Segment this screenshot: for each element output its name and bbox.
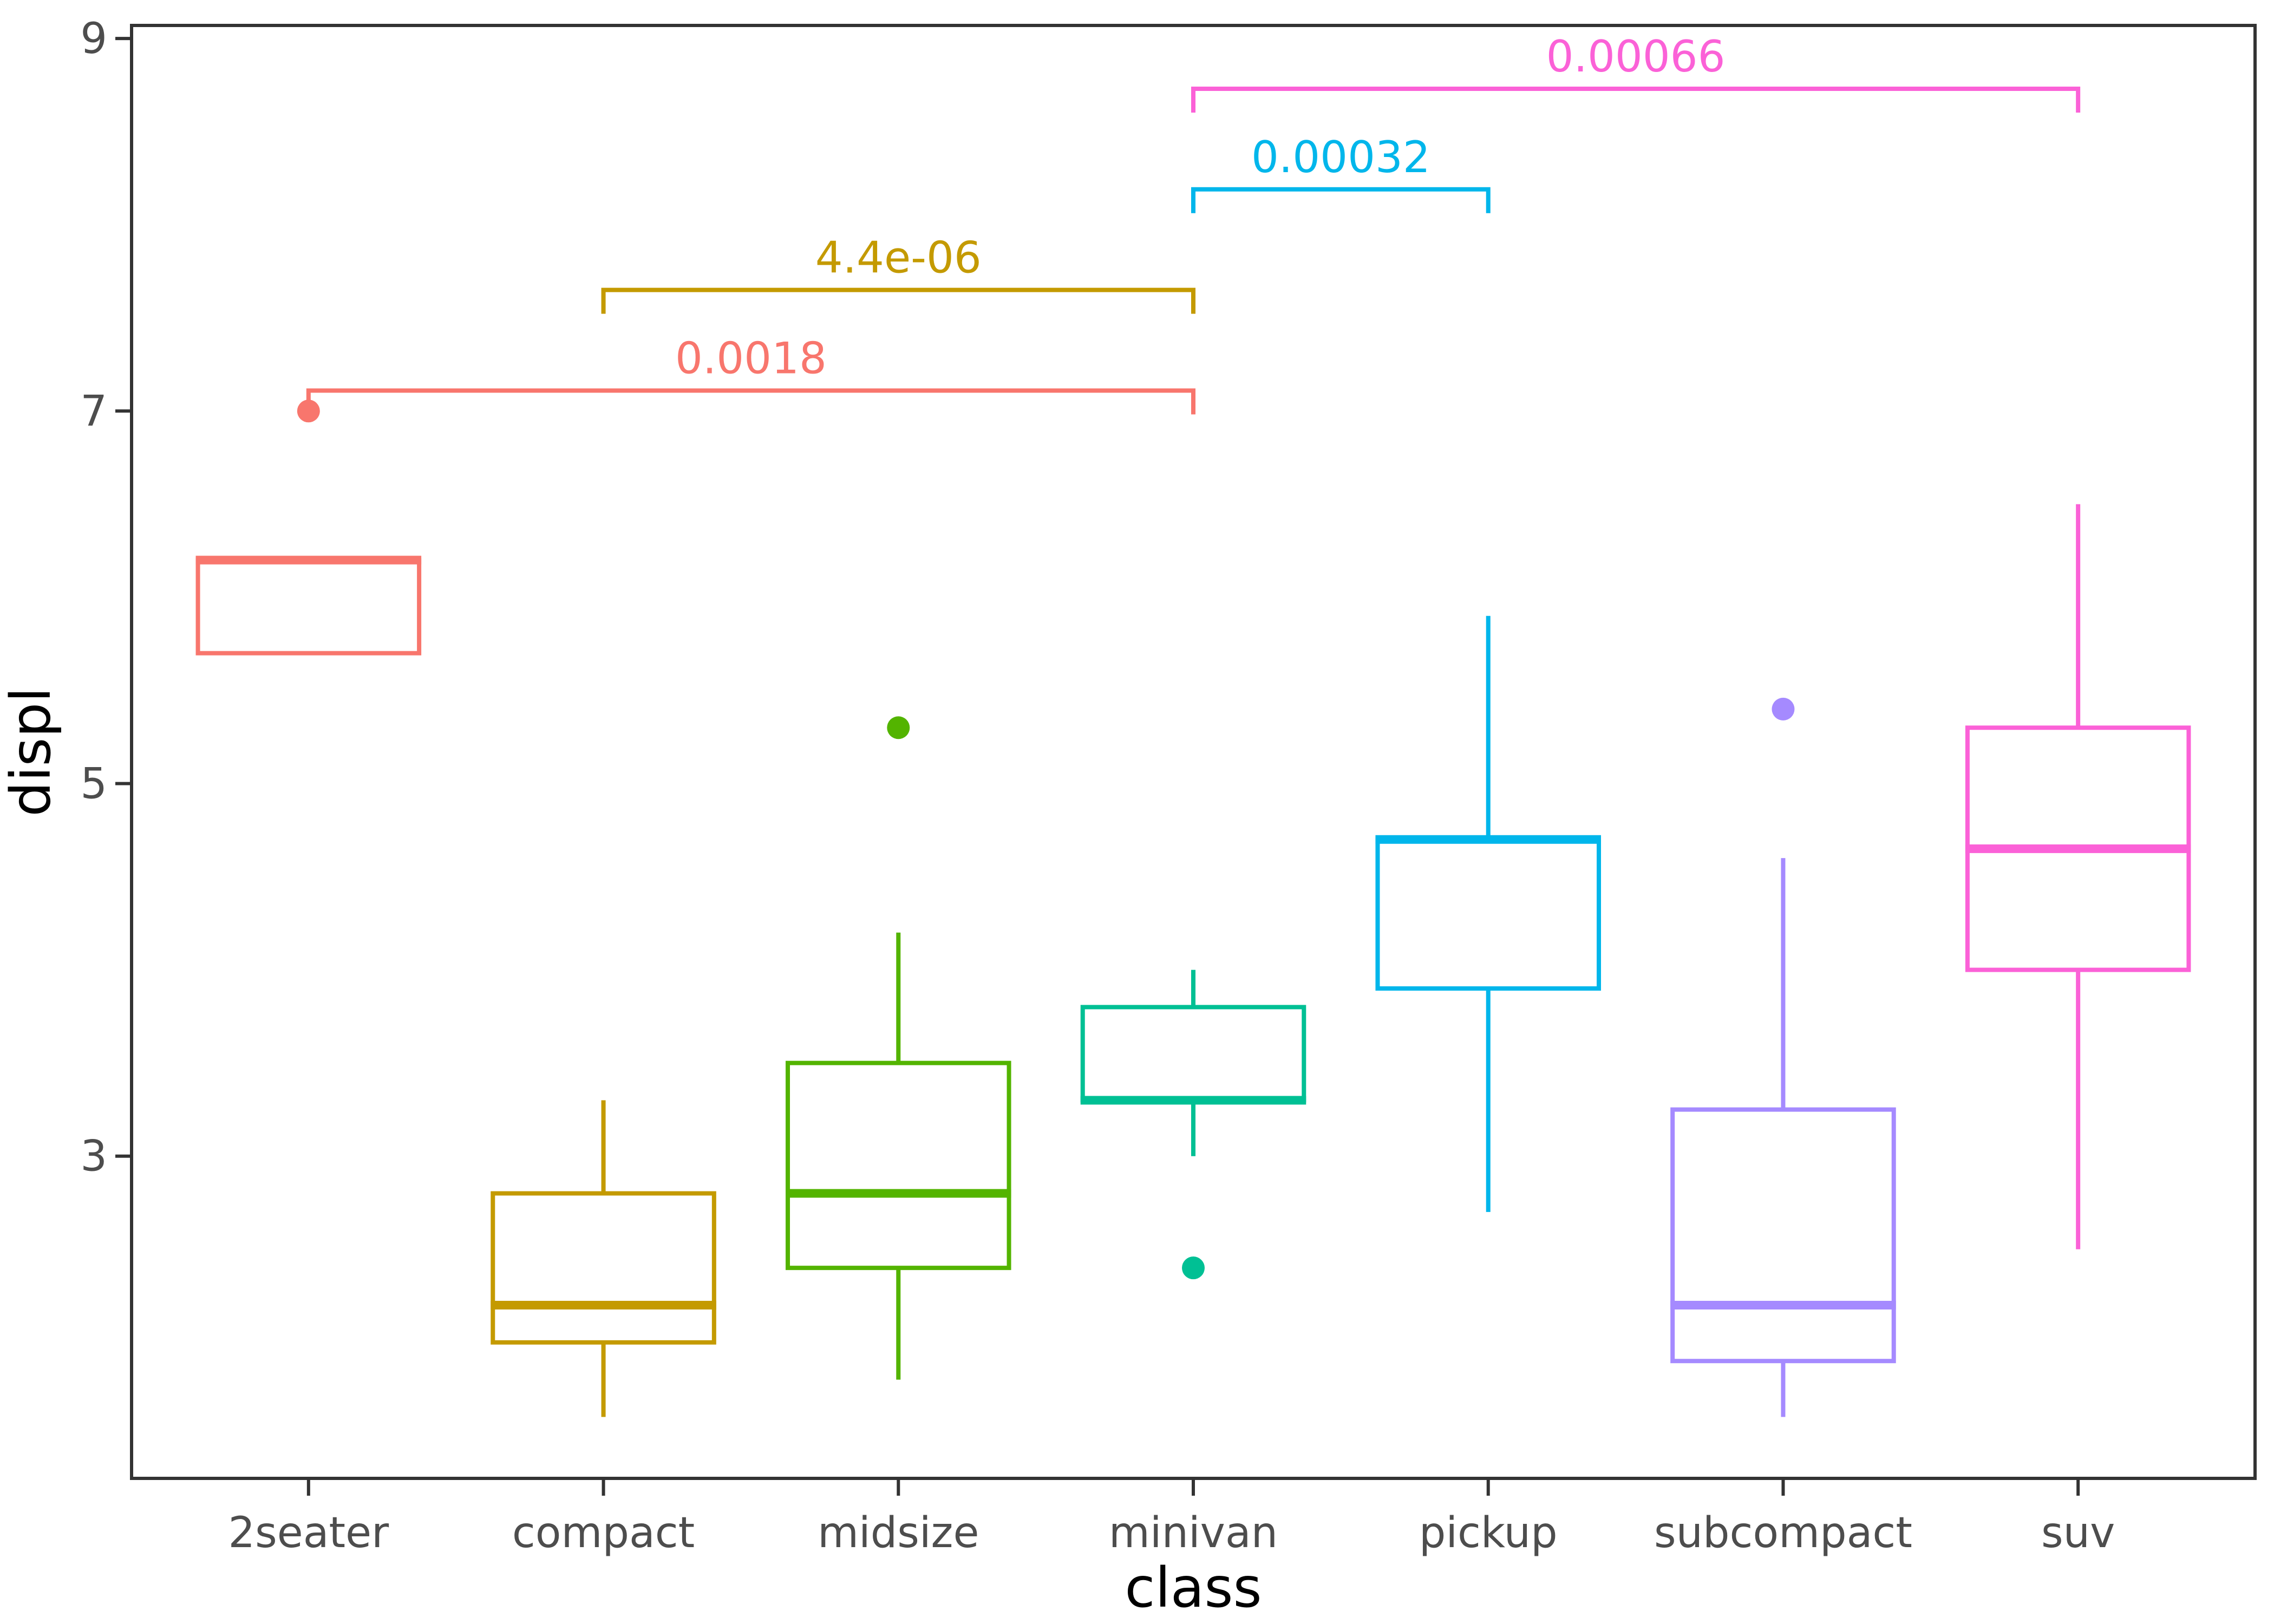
x-tick-label: 2seater bbox=[228, 1509, 389, 1557]
x-tick-label: suv bbox=[2041, 1509, 2115, 1557]
box-subcompact bbox=[1670, 1107, 1896, 1364]
significance-bracket bbox=[601, 287, 1195, 314]
significance-label: 0.0018 bbox=[675, 333, 827, 383]
significance-bracket bbox=[306, 388, 1195, 415]
y-tick-label: 5 bbox=[80, 759, 107, 808]
significance-label: 4.4e-06 bbox=[815, 233, 982, 283]
box-pickup bbox=[1375, 837, 1601, 991]
x-tick-label: pickup bbox=[1419, 1509, 1558, 1557]
box-minivan bbox=[1080, 1005, 1306, 1103]
outlier-dot bbox=[1182, 1256, 1205, 1280]
outlier-dot bbox=[887, 716, 910, 739]
y-axis-title: displ bbox=[0, 687, 63, 816]
box-midsize bbox=[786, 1060, 1011, 1271]
x-tick-label: subcompact bbox=[1654, 1509, 1912, 1557]
significance-bracket bbox=[1191, 187, 1491, 213]
panel-border bbox=[130, 24, 2257, 1480]
significance-label: 0.00066 bbox=[1546, 31, 1726, 82]
outlier-dot bbox=[1772, 697, 1795, 721]
x-tick-label: minivan bbox=[1109, 1509, 1278, 1557]
box-2seater bbox=[195, 558, 422, 656]
y-tick-label: 7 bbox=[80, 387, 107, 436]
x-axis-title: class bbox=[1125, 1556, 1262, 1620]
y-tick-label: 3 bbox=[80, 1132, 107, 1181]
x-tick-label: compact bbox=[512, 1509, 695, 1557]
significance-bracket bbox=[1191, 86, 2081, 113]
significance-label: 0.00032 bbox=[1251, 132, 1430, 182]
x-tick-label: midsize bbox=[818, 1509, 979, 1557]
box-compact bbox=[491, 1191, 716, 1345]
y-tick-label: 9 bbox=[80, 15, 107, 63]
